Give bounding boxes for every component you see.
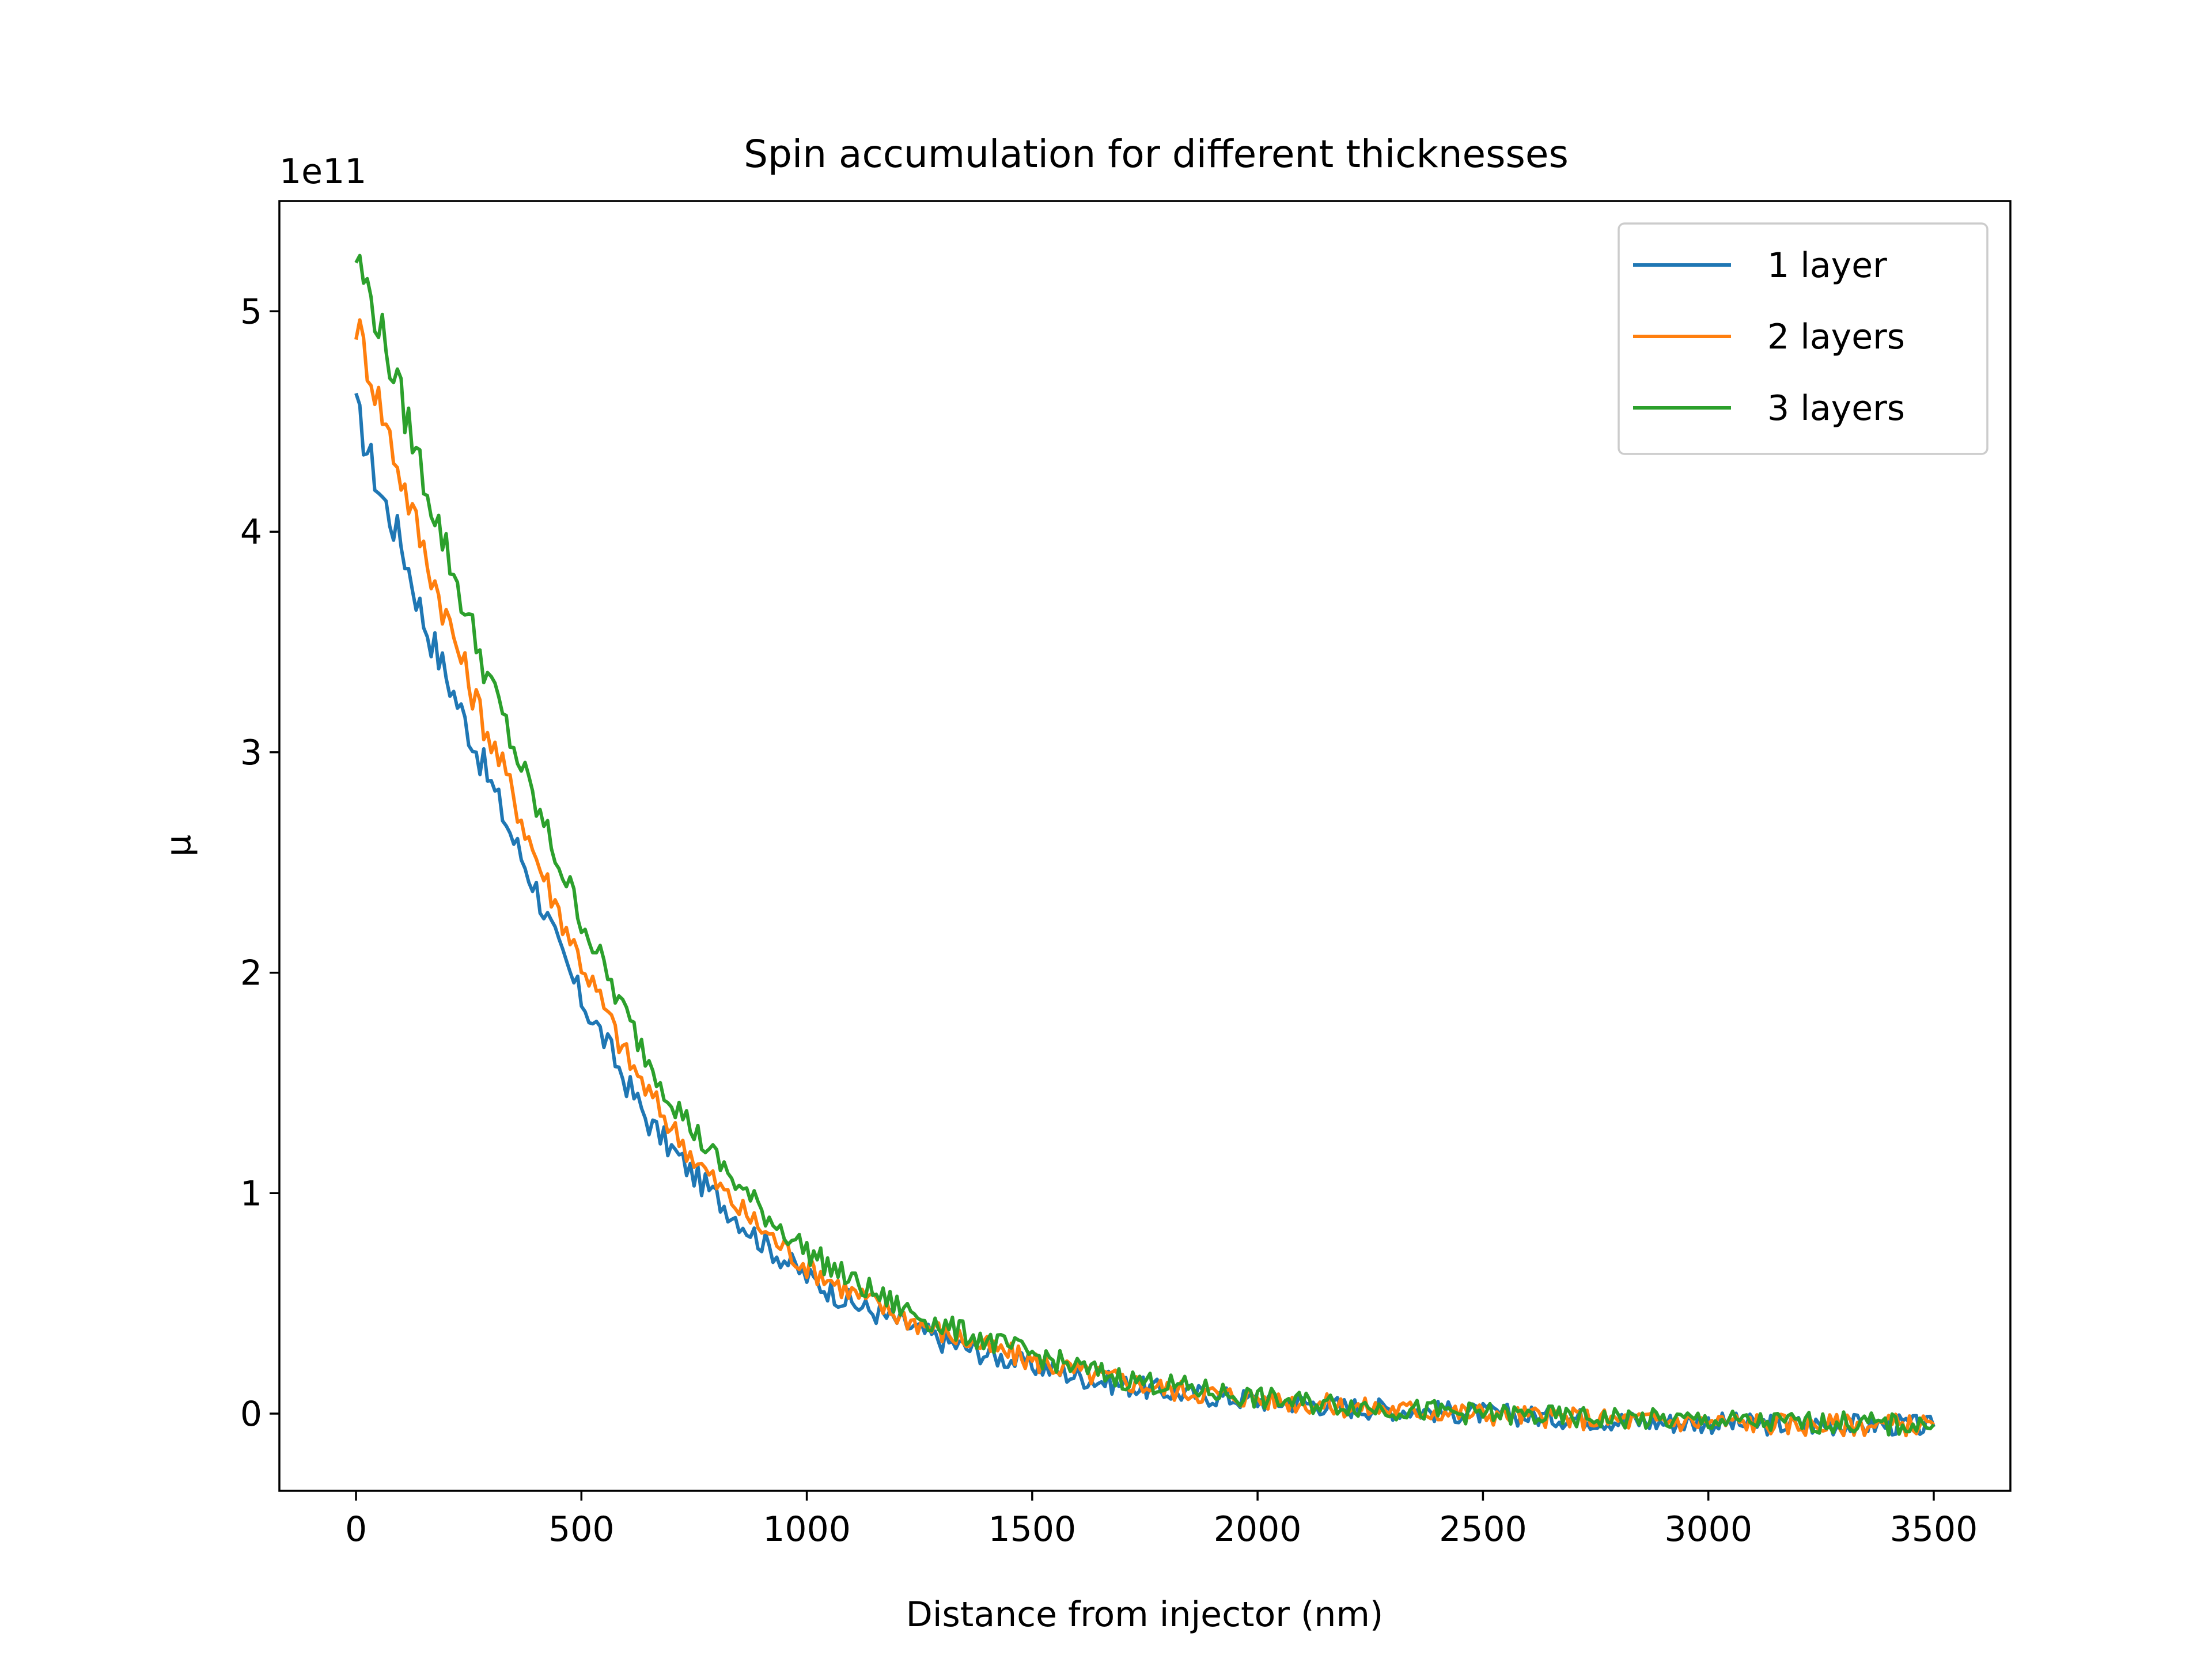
x-tick-label: 3000 (1664, 1509, 1752, 1550)
x-tick-label: 2500 (1439, 1509, 1527, 1550)
y-tick-label: 1 (240, 1173, 262, 1214)
y-tick-label: 2 (240, 953, 262, 994)
legend-entries: 1 layer 2 layers 3 layers (1633, 245, 1905, 429)
legend-label-1: 1 layer (1767, 245, 1887, 286)
chart-title: Spin accumulation for different thicknes… (744, 132, 1569, 176)
x-axis-label: Distance from injector (nm) (906, 1594, 1384, 1635)
y-tick-label: 3 (240, 733, 262, 773)
x-tick-label: 1000 (763, 1509, 851, 1550)
y-tick-label: 4 (240, 512, 262, 552)
x-tick-label: 3500 (1890, 1509, 1978, 1550)
y-offset-label: 1e11 (279, 151, 366, 192)
y-tick-label: 0 (240, 1394, 262, 1434)
y-axis-label: μ (158, 835, 199, 857)
x-tick-label: 500 (548, 1509, 615, 1550)
x-tick-label: 2000 (1214, 1509, 1302, 1550)
axes-frame (278, 200, 2012, 1492)
legend-frame (1618, 222, 1988, 455)
legend-label-2: 2 layers (1767, 317, 1905, 357)
x-tick-label: 1500 (988, 1509, 1077, 1550)
legend: 1 layer 2 layers 3 layers (1618, 222, 1988, 455)
y-tick-label: 5 (240, 291, 262, 332)
series-line-2 (354, 318, 1935, 1438)
x-axis-ticks: 0 500 1000 1500 2000 2500 3000 3500 (345, 1491, 1978, 1550)
y-axis-ticks: 0 1 2 3 4 5 (240, 291, 279, 1434)
series-lines (354, 253, 1936, 1438)
x-tick-label: 0 (345, 1509, 367, 1550)
plot-area (278, 200, 2012, 1492)
series-line-3 (354, 253, 1936, 1437)
legend-label-3: 3 layers (1767, 388, 1905, 429)
